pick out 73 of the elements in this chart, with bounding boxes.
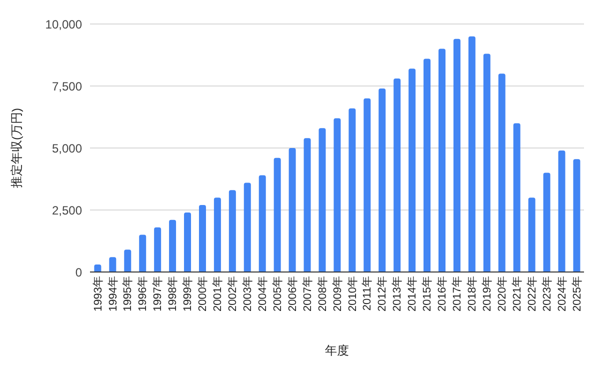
x-tick-label: 2008年	[316, 276, 329, 312]
x-tick-label: 1996年	[137, 276, 150, 312]
bar	[214, 198, 221, 272]
x-tick-label: 2017年	[452, 276, 464, 312]
x-tick-label: 2010年	[346, 276, 359, 312]
bar	[453, 38, 460, 272]
x-tick-label: 1998年	[167, 276, 180, 312]
bar	[258, 175, 266, 272]
x-tick-label: 2007年	[302, 276, 314, 312]
bar	[274, 158, 281, 272]
bar	[364, 98, 371, 272]
bar	[378, 88, 386, 272]
x-tick-label: 1993年	[92, 276, 104, 312]
bar	[348, 108, 356, 272]
x-tick-label: 2014年	[406, 276, 419, 312]
x-tick-label: 2020年	[496, 276, 508, 312]
x-tick-label: 1999年	[182, 276, 194, 312]
x-tick-label: 2023年	[541, 276, 554, 312]
x-tick-label: 2005年	[272, 276, 284, 312]
y-tick-label: 0	[75, 265, 82, 280]
x-tick-label: 1995年	[122, 276, 134, 312]
x-tick-label: 2011年	[362, 276, 374, 311]
bar	[558, 150, 566, 272]
x-tick-label: 2004年	[256, 276, 269, 312]
x-tick-label: 2021年	[511, 276, 524, 312]
bar	[424, 58, 431, 272]
bar	[124, 250, 132, 272]
bar	[438, 48, 446, 272]
bar	[408, 68, 416, 272]
x-tick-label: 2002年	[227, 276, 240, 312]
bar	[304, 138, 311, 272]
x-tick-label: 2025年	[571, 276, 584, 312]
bar	[334, 118, 341, 272]
x-tick-label: 2006年	[286, 276, 299, 312]
bar	[109, 257, 116, 272]
x-tick-label: 2015年	[422, 276, 434, 312]
x-tick-label: 2019年	[482, 276, 494, 312]
x-tick-label: 2022年	[526, 276, 538, 312]
x-axis-title: 年度	[325, 344, 349, 358]
bar	[573, 159, 580, 272]
x-tick-label: 2000年	[197, 276, 210, 312]
bar	[228, 190, 236, 272]
bar	[154, 227, 162, 272]
bar	[169, 220, 176, 272]
y-tick-label: 7,500	[52, 79, 82, 94]
bar	[244, 182, 251, 272]
bar	[543, 172, 550, 272]
y-tick-label: 10,000	[45, 17, 82, 32]
x-tick-label: 2016年	[436, 276, 449, 312]
x-tick-label: 2013年	[392, 276, 404, 312]
bar	[288, 148, 296, 272]
y-tick-label: 5,000	[52, 141, 82, 156]
bar	[394, 78, 401, 272]
bar	[139, 234, 146, 272]
bar	[94, 264, 102, 272]
y-axis-title: 推定年収(万円)	[9, 108, 24, 188]
bar	[184, 212, 192, 272]
x-tick-label: 2001年	[212, 276, 224, 312]
x-tick-label: 2012年	[376, 276, 389, 312]
x-tick-label: 2024年	[556, 276, 568, 312]
bar	[468, 36, 476, 272]
bar	[198, 205, 206, 272]
x-tick-label: 1994年	[107, 276, 120, 312]
bar	[498, 74, 506, 272]
bar	[318, 128, 326, 272]
x-tick-label: 1997年	[152, 276, 164, 312]
x-tick-label: 2018年	[466, 276, 479, 312]
bar	[483, 54, 490, 272]
bar	[513, 123, 520, 272]
x-tick-label: 2003年	[242, 276, 254, 312]
x-tick-label: 2009年	[332, 276, 344, 312]
y-tick-label: 2,500	[52, 203, 82, 218]
bar	[528, 198, 536, 272]
